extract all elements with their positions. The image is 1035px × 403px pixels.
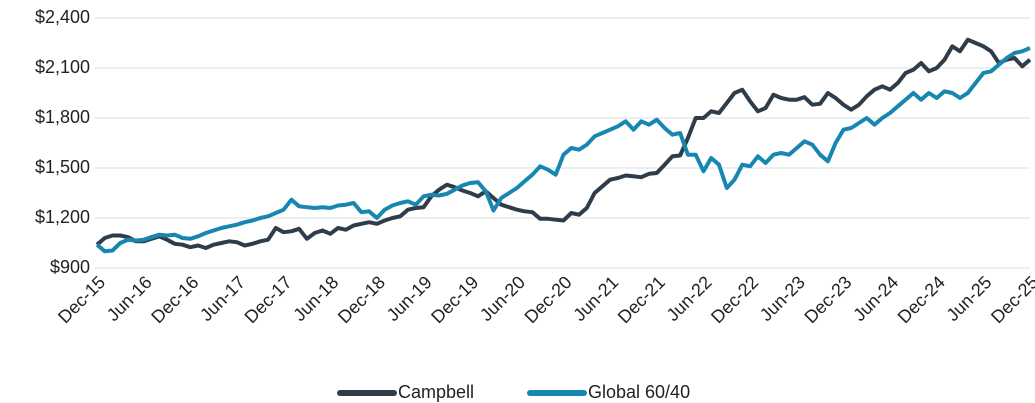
x-tick-label: Dec-21: [614, 272, 669, 327]
x-tick-label: Dec-24: [894, 272, 949, 327]
x-tick-label: Jun-20: [476, 272, 529, 325]
x-tick-label: Jun-19: [383, 272, 436, 325]
y-tick-label: $900: [50, 257, 90, 277]
line-series: [95, 46, 1031, 254]
y-tick-label: $2,100: [35, 57, 90, 77]
x-tick-label: Dec-22: [707, 272, 762, 327]
x-tick-label: Dec-17: [241, 272, 296, 327]
x-tick-label: Dec-25: [987, 272, 1035, 327]
legend-label: Campbell: [398, 382, 474, 402]
x-tick-label: Dec-16: [147, 272, 202, 327]
x-tick-label: Jun-24: [849, 272, 902, 325]
x-tick-label: Jun-23: [756, 272, 809, 325]
y-tick-label: $1,800: [35, 107, 90, 127]
legend-label: Global 60/40: [588, 382, 690, 402]
x-tick-label: Dec-15: [54, 272, 109, 327]
x-tick-label: Jun-25: [942, 272, 995, 325]
x-tick-label: Jun-16: [103, 272, 156, 325]
line-series: [95, 37, 1032, 250]
y-tick-label: $1,200: [35, 207, 90, 227]
x-tick-label: Jun-22: [663, 272, 716, 325]
x-tick-label: Dec-20: [521, 272, 576, 327]
x-tick-label: Dec-18: [334, 272, 389, 327]
x-tick-label: Jun-17: [196, 272, 249, 325]
y-tick-label: $1,500: [35, 157, 90, 177]
x-tick-label: Dec-23: [800, 272, 855, 327]
x-tick-label: Jun-18: [289, 272, 342, 325]
y-tick-label: $2,400: [35, 7, 90, 27]
x-tick-label: Jun-21: [569, 272, 622, 325]
x-tick-label: Dec-19: [427, 272, 482, 327]
